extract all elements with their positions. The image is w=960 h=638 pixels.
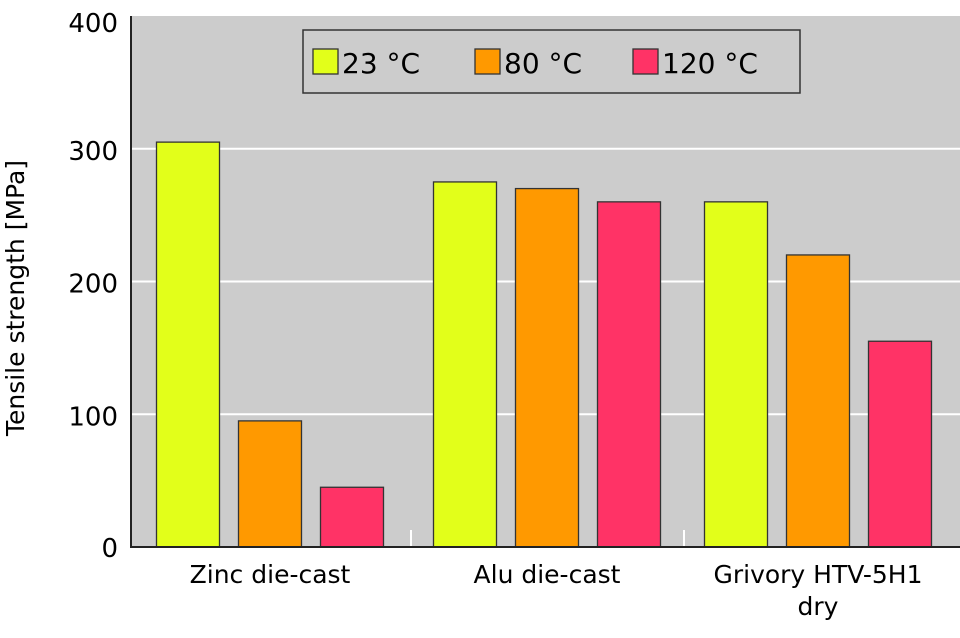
y-tick-label: 400: [68, 9, 118, 39]
x-tick-label: Zinc die-cast: [190, 560, 351, 589]
y-tick-label: 0: [101, 534, 118, 564]
bar-23Cc-1: [432, 181, 498, 548]
bar-120Cc-2: [867, 340, 933, 548]
legend-box: [302, 29, 801, 94]
y-tick-label: 200: [68, 270, 118, 300]
bar-23Cc-2: [703, 201, 769, 548]
x-tick-label: Grivory HTV-5H1: [713, 560, 922, 589]
y-tick-label: 100: [68, 402, 118, 432]
x-tick-label: dry: [798, 592, 839, 621]
bar-80Cc-2: [785, 254, 851, 548]
bar-120Cc-1: [596, 201, 662, 548]
bar-80Cc-0: [237, 420, 303, 548]
y-axis-label: Tensile strength [MPa]: [1, 160, 30, 437]
y-tick-label: 300: [68, 137, 118, 167]
legend-label: 80 °C: [504, 47, 582, 80]
legend-label: 23 °C: [342, 47, 420, 80]
bar-120Cc-0: [319, 486, 385, 548]
bar-23Cc-0: [155, 141, 221, 548]
x-tick-label: Alu die-cast: [474, 560, 621, 589]
legend-swatch: [312, 48, 339, 75]
bar-80Cc-1: [514, 187, 580, 548]
legend-swatch: [474, 48, 501, 75]
legend-swatch: [632, 48, 659, 75]
legend: 23 °C 80 °C 120 °C: [302, 29, 801, 94]
legend-label: 120 °C: [662, 47, 758, 80]
